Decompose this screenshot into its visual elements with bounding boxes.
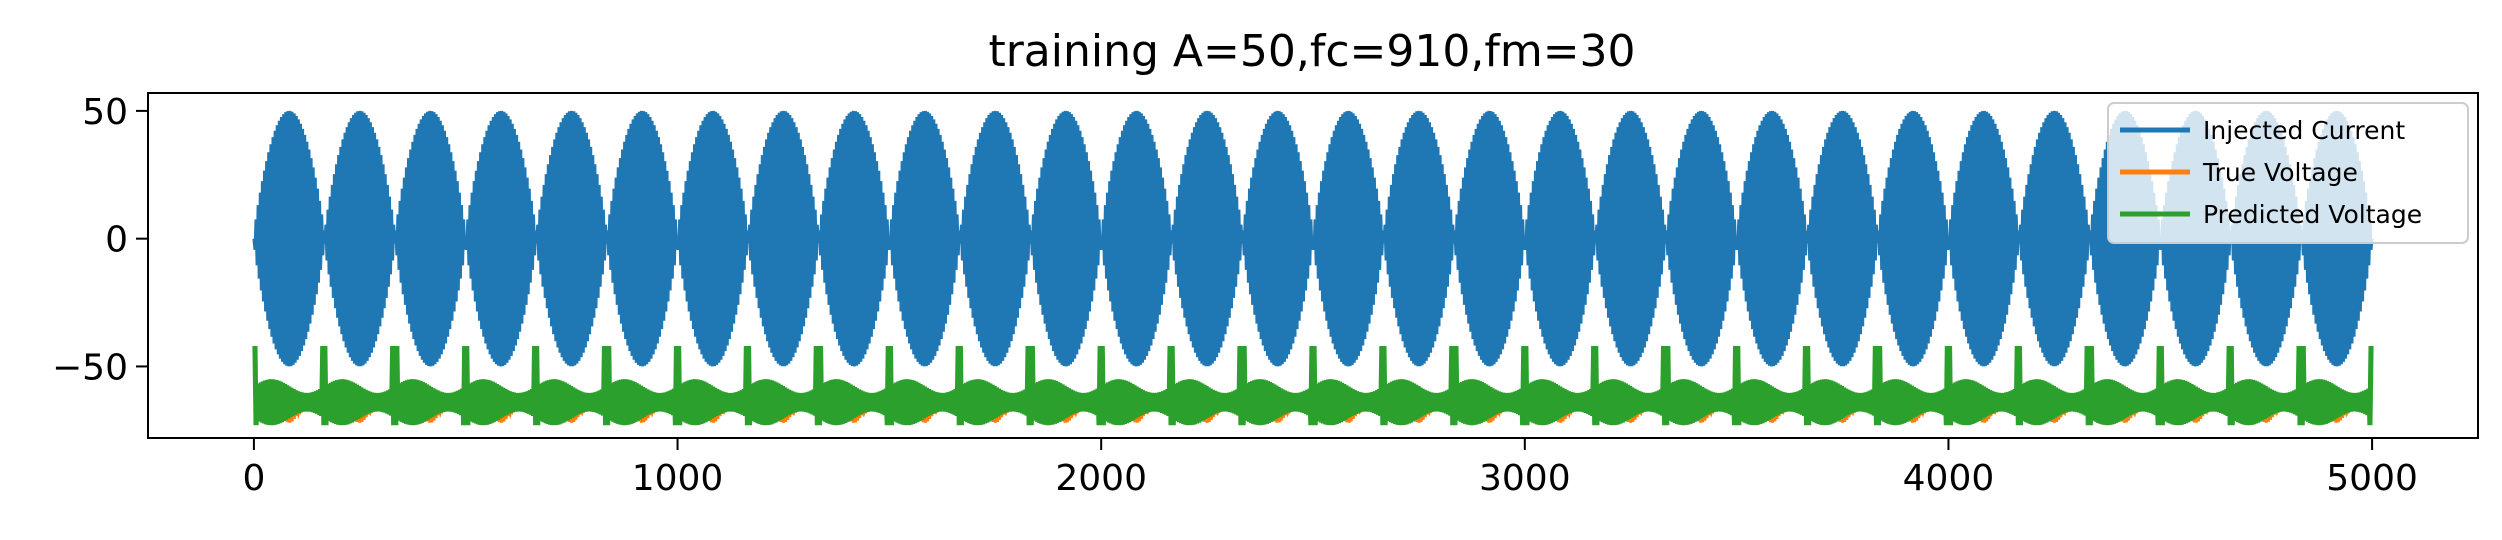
legend-box	[2107, 102, 2469, 244]
x-tick-label: 2000	[1055, 458, 1147, 499]
series-line-injected-current	[252, 110, 2374, 367]
y-tick-label: 50	[82, 92, 128, 133]
chart-title: training A=50,fc=910,fm=30	[988, 26, 1635, 77]
x-tick-label: 3000	[1479, 458, 1571, 499]
y-tick-label: −50	[52, 347, 128, 388]
x-tick-label: 0	[242, 458, 265, 499]
legend-label-predicted-voltage: Predicted Voltage	[2203, 200, 2422, 229]
y-axis: −50 0 50	[52, 92, 148, 388]
plot-frame	[147, 92, 2479, 439]
x-tick-label: 5000	[2326, 458, 2418, 499]
series-line-predicted-voltage	[252, 345, 2374, 426]
legend-label-injected-current: Injected Current	[2203, 116, 2405, 145]
series-layer	[252, 110, 2374, 426]
x-axis: 0 1000 2000 3000 4000 5000	[242, 438, 2418, 499]
legend: Injected Current True Voltage Predicted …	[2107, 102, 2469, 244]
legend-label-true-voltage: True Voltage	[2202, 158, 2358, 187]
y-tick-label: 0	[105, 220, 128, 261]
x-tick-label: 4000	[1903, 458, 1995, 499]
x-tick-label: 1000	[632, 458, 724, 499]
